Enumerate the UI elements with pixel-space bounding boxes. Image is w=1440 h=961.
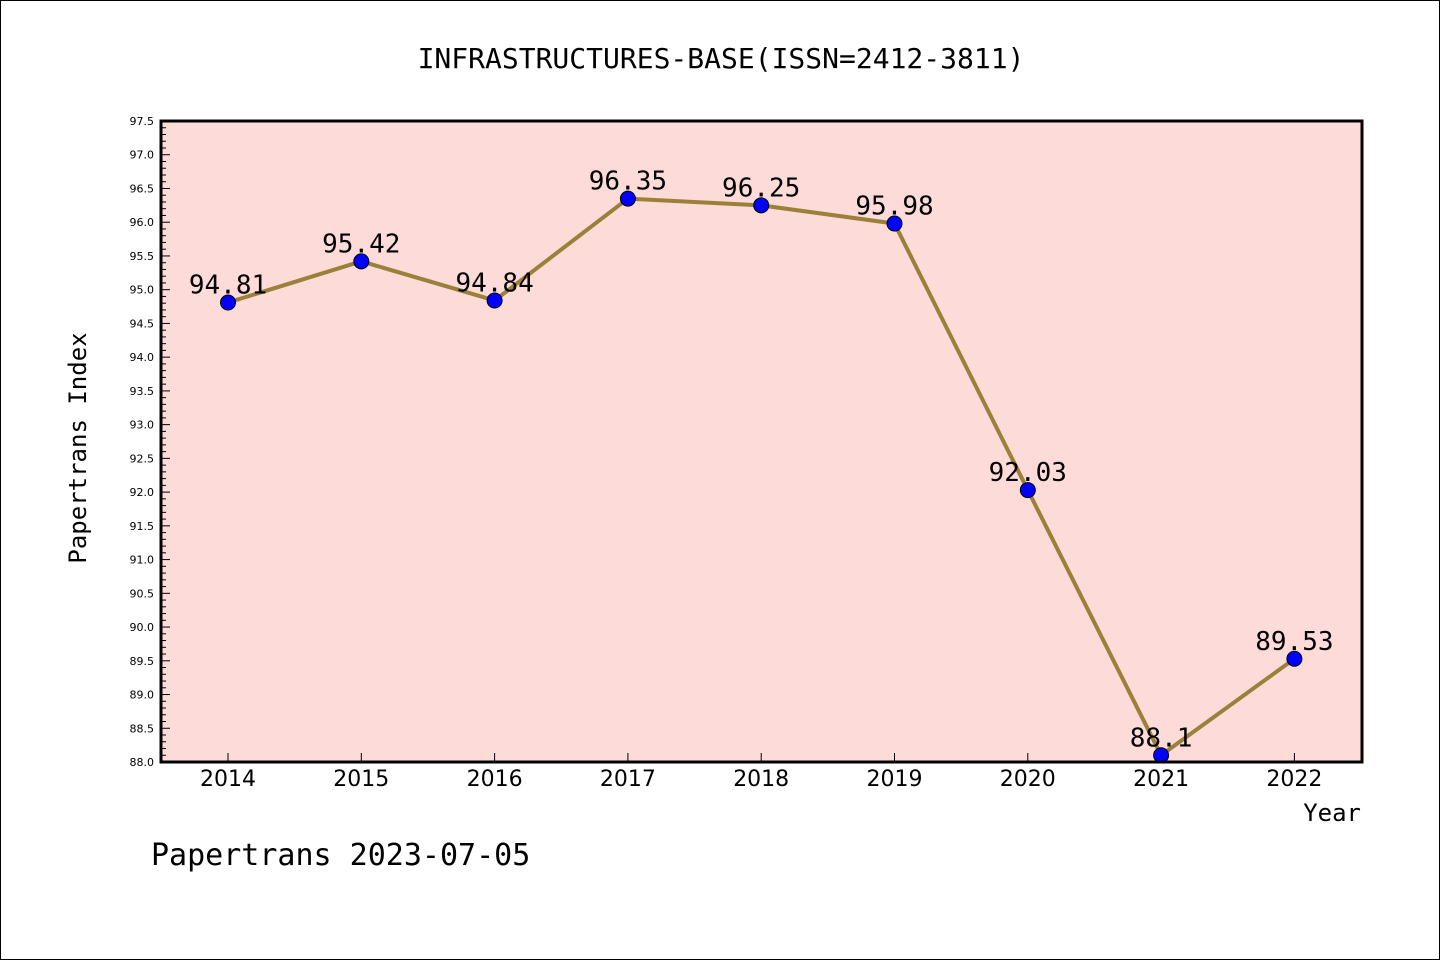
data-label: 95.42 — [322, 229, 400, 259]
data-point-marker — [1286, 650, 1303, 667]
data-point-marker — [886, 215, 903, 232]
y-tick-label: 92.0 — [130, 486, 155, 499]
x-tick-label: 2020 — [1000, 767, 1056, 792]
data-label: 95.98 — [855, 192, 933, 222]
plot-area — [161, 121, 1362, 762]
y-tick-label: 90.5 — [130, 587, 155, 600]
y-tick-label: 96.0 — [130, 216, 155, 229]
y-tick-label: 94.5 — [130, 317, 155, 330]
x-axis-label: Year — [1303, 799, 1361, 827]
data-label: 92.03 — [989, 458, 1067, 488]
data-point-marker — [619, 190, 636, 207]
data-point-marker — [753, 197, 770, 214]
y-tick-label: 89.5 — [130, 655, 155, 668]
x-tick-label: 2014 — [200, 767, 256, 792]
y-tick-label: 93.5 — [130, 385, 155, 398]
y-axis-ticks: 88.0 88.5 89.0 89.5 90.0 90.5 91.0 91.5 92.0 92.5… — [130, 115, 170, 769]
x-tick-label: 2019 — [867, 767, 923, 792]
data-label: 88.1 — [1130, 723, 1193, 753]
data-point-marker — [353, 253, 370, 270]
y-tick-label: 94.0 — [130, 351, 155, 364]
y-tick-label: 92.5 — [130, 452, 155, 465]
chart-title: INFRASTRUCTURES-BASE(ISSN=2412-3811) — [418, 42, 1025, 75]
y-tick-label: 91.5 — [130, 520, 155, 533]
y-tick-label: 97.5 — [130, 115, 155, 128]
y-tick-label: 95.0 — [130, 284, 155, 297]
y-tick-label: 89.0 — [130, 689, 155, 702]
y-tick-label: 88.0 — [130, 756, 155, 769]
y-axis-label: Papertrans Index — [64, 332, 92, 563]
x-tick-label: 2015 — [333, 767, 389, 792]
y-tick-label: 91.0 — [130, 554, 155, 567]
data-label: 96.25 — [722, 173, 800, 203]
x-tick-label: 2018 — [733, 767, 789, 792]
data-label: 94.81 — [189, 271, 267, 301]
y-tick-label: 93.0 — [130, 419, 155, 432]
footer-text: Papertrans 2023-07-05 — [151, 838, 530, 873]
data-point-marker — [220, 294, 236, 311]
x-tick-label: 2022 — [1266, 767, 1322, 792]
data-labels: 94.81 95.42 94.84 96.35 96.25 95.98 92.03 88.1 8… — [189, 167, 1334, 754]
y-tick-label: 90.0 — [130, 621, 155, 634]
x-tick-label: 2016 — [467, 767, 523, 792]
y-tick-label: 97.0 — [130, 149, 155, 162]
data-label: 96.35 — [589, 167, 667, 197]
data-markers — [220, 190, 1303, 764]
data-label: 89.53 — [1255, 627, 1333, 657]
data-label: 94.84 — [455, 268, 533, 298]
data-point-marker — [1019, 482, 1036, 499]
plot-border — [159, 119, 1364, 764]
y-tick-label: 96.5 — [130, 182, 155, 195]
x-tick-label: 2021 — [1133, 767, 1189, 792]
x-axis-ticks: 2014 2015 2016 2017 2018 2019 2020 2021 2022 — [200, 753, 1322, 792]
y-tick-label: 88.5 — [130, 722, 155, 735]
data-point-marker — [486, 292, 503, 309]
y-tick-label: 95.5 — [130, 250, 155, 263]
x-tick-label: 2017 — [600, 767, 656, 792]
